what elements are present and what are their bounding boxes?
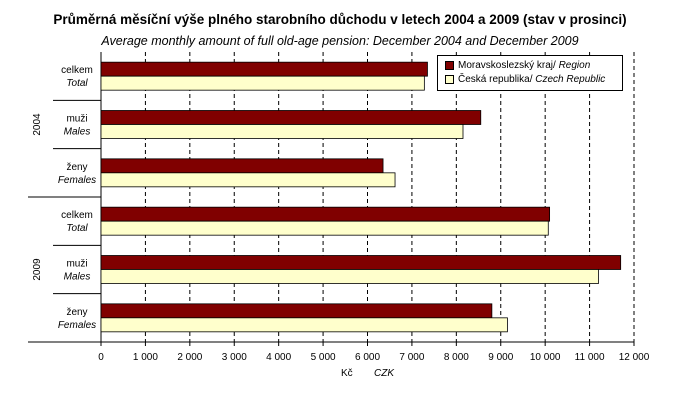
- legend-swatch-czech-republic: [445, 75, 454, 84]
- x-tick-label: 1 000: [133, 352, 158, 363]
- bar: [100, 255, 622, 270]
- x-tick-label: 6 000: [355, 352, 380, 363]
- group-label: 2009: [32, 258, 43, 281]
- category-label-en: Females: [58, 175, 96, 186]
- bar: [100, 317, 508, 333]
- x-tick-label: 4 000: [266, 352, 291, 363]
- category-label-en: Females: [58, 320, 96, 331]
- legend-label-region: Moravskoslezský kraj/ Region: [458, 60, 591, 71]
- bar: [100, 124, 464, 139]
- x-tick-label: 5 000: [311, 352, 336, 363]
- chart-subtitle: Average monthly amount of full old-age p…: [101, 34, 579, 48]
- category-label: celkem: [61, 210, 93, 221]
- x-axis-unit-cs: Kč: [341, 368, 353, 379]
- category-label-en: Total: [66, 78, 88, 89]
- category-label: muži: [66, 114, 87, 125]
- x-tick-label: 12 000: [619, 352, 650, 363]
- bar: [100, 172, 396, 188]
- x-tick-label: 10 000: [530, 352, 561, 363]
- legend-item-region: Moravskoslezský kraj/ Region: [445, 60, 590, 71]
- bar: [100, 158, 384, 174]
- legend-swatch-region: [445, 61, 454, 70]
- category-label: ženy: [66, 162, 87, 173]
- bar: [100, 61, 428, 77]
- bar: [100, 269, 599, 284]
- category-label-en: Total: [66, 223, 88, 234]
- x-tick-label: 11 000: [575, 352, 605, 363]
- x-tick-label: 2 000: [177, 352, 202, 363]
- category-label-en: Males: [64, 127, 91, 138]
- bar: [100, 303, 493, 319]
- bar: [100, 110, 482, 125]
- bar: [100, 220, 549, 236]
- x-tick-label: 7 000: [399, 352, 424, 363]
- chart-title: Průměrná měsíční výše plného starobního …: [53, 12, 627, 27]
- category-label-en: Males: [64, 272, 91, 283]
- bar: [100, 75, 425, 91]
- legend-label-czech-republic: Česká republika/ Czech Republic: [458, 74, 606, 85]
- category-label: ženy: [66, 307, 87, 318]
- x-tick-label: 0: [98, 352, 104, 363]
- x-tick-label: 9 000: [488, 352, 513, 363]
- bar: [100, 206, 551, 222]
- category-label: muži: [66, 259, 87, 270]
- category-label: celkem: [61, 65, 93, 76]
- x-tick-label: 8 000: [444, 352, 469, 363]
- x-tick-label: 3 000: [222, 352, 247, 363]
- group-label: 2004: [32, 113, 43, 136]
- x-axis-unit-en: CZK: [374, 368, 394, 379]
- legend: Moravskoslezský kraj/ Region Česká repub…: [437, 55, 623, 91]
- legend-item-czech-republic: Česká republika/ Czech Republic: [445, 74, 605, 85]
